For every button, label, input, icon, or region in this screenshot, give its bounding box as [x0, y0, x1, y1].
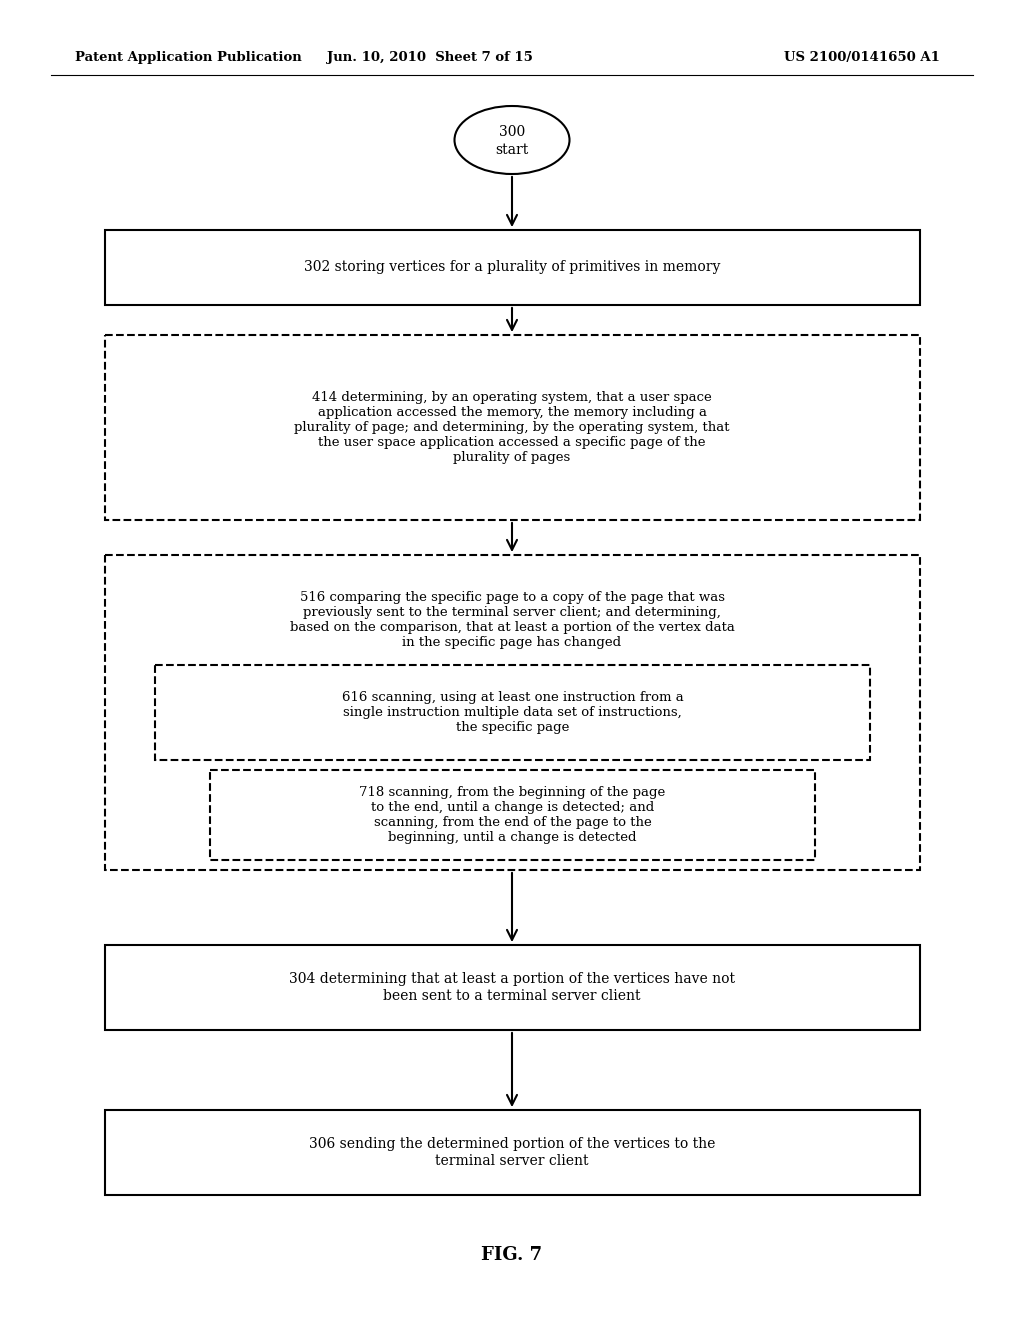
- Text: 302 storing vertices for a plurality of primitives in memory: 302 storing vertices for a plurality of …: [304, 260, 720, 275]
- Text: 516 comparing the specific page to a copy of the page that was
previously sent t: 516 comparing the specific page to a cop…: [290, 591, 734, 649]
- Text: Jun. 10, 2010  Sheet 7 of 15: Jun. 10, 2010 Sheet 7 of 15: [327, 51, 532, 65]
- Text: Patent Application Publication: Patent Application Publication: [75, 51, 302, 65]
- Text: 718 scanning, from the beginning of the page
to the end, until a change is detec: 718 scanning, from the beginning of the …: [359, 785, 666, 843]
- Text: 300: 300: [499, 125, 525, 139]
- Bar: [105, 554, 920, 870]
- Bar: [105, 1110, 920, 1195]
- Bar: [105, 945, 920, 1030]
- Text: 304 determining that at least a portion of the vertices have not
been sent to a : 304 determining that at least a portion …: [289, 973, 735, 1003]
- Text: 616 scanning, using at least one instruction from a
single instruction multiple : 616 scanning, using at least one instruc…: [342, 690, 683, 734]
- Text: FIG. 7: FIG. 7: [481, 1246, 543, 1265]
- Text: start: start: [496, 143, 528, 157]
- Bar: [210, 770, 815, 861]
- Bar: [105, 335, 920, 520]
- Bar: [105, 230, 920, 305]
- Text: 306 sending the determined portion of the vertices to the
terminal server client: 306 sending the determined portion of th…: [309, 1138, 715, 1168]
- Text: 414 determining, by an operating system, that a user space
application accessed : 414 determining, by an operating system,…: [294, 391, 730, 465]
- Bar: [155, 665, 870, 760]
- Text: US 2100/0141650 A1: US 2100/0141650 A1: [784, 51, 940, 65]
